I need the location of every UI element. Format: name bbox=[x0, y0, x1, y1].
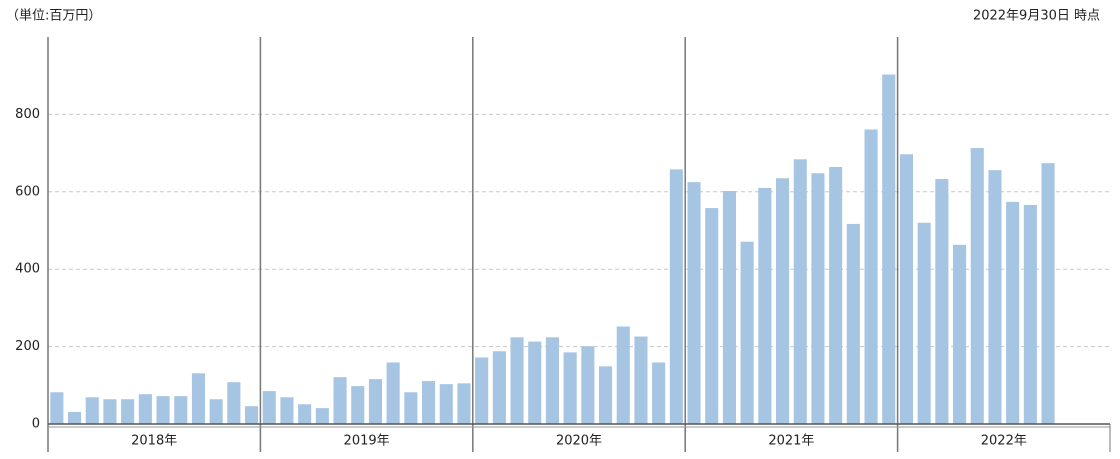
bar bbox=[652, 362, 666, 424]
bar bbox=[669, 169, 683, 424]
bar bbox=[422, 381, 436, 424]
unit-note: （単位:百万円） bbox=[6, 8, 101, 24]
bar bbox=[138, 394, 152, 424]
bar bbox=[864, 129, 878, 425]
bar bbox=[616, 326, 630, 424]
bar bbox=[1023, 204, 1037, 424]
bar bbox=[776, 178, 790, 424]
bar bbox=[245, 406, 259, 424]
bar bbox=[722, 191, 736, 424]
y-tick-label: 800 bbox=[15, 107, 40, 122]
bar bbox=[935, 179, 949, 424]
bar bbox=[811, 173, 825, 424]
bar bbox=[1006, 201, 1020, 424]
bar bbox=[156, 396, 170, 424]
bar bbox=[953, 244, 967, 424]
bar bbox=[280, 397, 294, 424]
bar bbox=[581, 346, 595, 424]
bar bbox=[68, 412, 82, 424]
bar bbox=[528, 341, 542, 424]
bar bbox=[351, 386, 365, 424]
x-group-label: 2021年 bbox=[768, 434, 814, 449]
bar bbox=[545, 337, 559, 424]
bar bbox=[298, 404, 312, 424]
bar bbox=[50, 392, 64, 424]
bar bbox=[899, 154, 913, 425]
bar bbox=[846, 223, 860, 424]
bar bbox=[404, 392, 418, 424]
bar bbox=[599, 366, 613, 424]
bar bbox=[174, 396, 188, 424]
bar bbox=[315, 408, 329, 424]
bar bbox=[386, 362, 400, 424]
x-group-label: 2019年 bbox=[344, 434, 390, 449]
y-tick-label: 600 bbox=[15, 184, 40, 199]
bar bbox=[634, 336, 648, 424]
bar bbox=[705, 208, 719, 424]
bar bbox=[970, 148, 984, 424]
bar bbox=[758, 187, 772, 424]
bar bbox=[333, 377, 347, 424]
bar bbox=[475, 357, 489, 424]
bar bbox=[103, 399, 117, 424]
x-group-label: 2022年 bbox=[981, 434, 1027, 449]
bar bbox=[917, 222, 931, 424]
bar bbox=[793, 159, 807, 425]
bar bbox=[227, 382, 241, 424]
x-group-label: 2018年 bbox=[131, 434, 177, 449]
bar bbox=[988, 170, 1002, 424]
bar bbox=[563, 352, 577, 424]
bar bbox=[439, 384, 453, 424]
bar bbox=[85, 397, 99, 424]
y-tick-label: 400 bbox=[15, 262, 40, 277]
y-tick-label: 200 bbox=[15, 339, 40, 354]
bar bbox=[510, 337, 524, 424]
bar bbox=[368, 379, 382, 424]
bar bbox=[1041, 163, 1055, 425]
x-group-label: 2020年 bbox=[556, 434, 602, 449]
bar bbox=[191, 373, 205, 424]
bar bbox=[262, 391, 276, 424]
y-tick-label: 0 bbox=[32, 417, 40, 432]
bar bbox=[829, 167, 843, 425]
bar bbox=[457, 383, 471, 424]
bar bbox=[687, 182, 701, 424]
bar bbox=[209, 399, 223, 424]
bar bbox=[882, 74, 896, 424]
bar bbox=[740, 241, 754, 424]
bar bbox=[492, 351, 506, 424]
as-of-date: 2022年9月30日 時点 bbox=[973, 9, 1100, 24]
bar bbox=[121, 399, 135, 424]
